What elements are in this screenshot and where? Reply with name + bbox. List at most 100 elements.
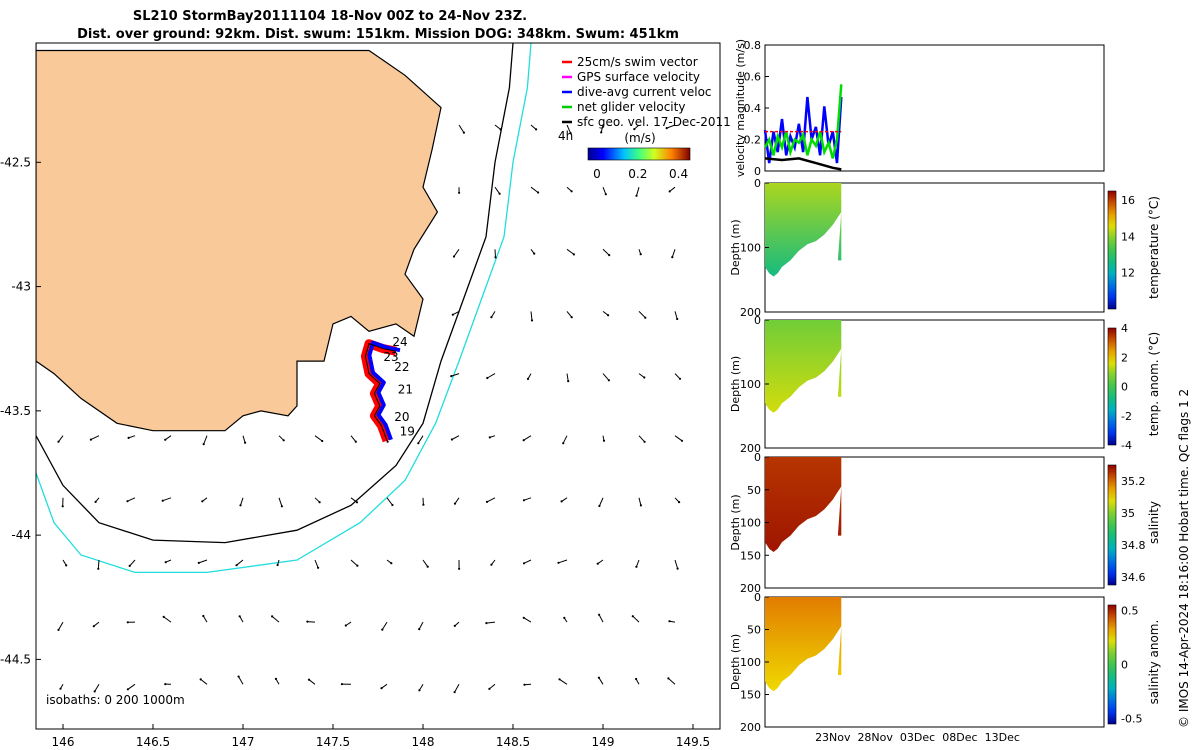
section-y-tick-label: 200 (740, 442, 761, 455)
geo-velocity-arrowhead (462, 131, 465, 134)
section-colorbar (1107, 190, 1117, 310)
geo-velocity-arrowhead (164, 438, 167, 441)
section-colorbar-label: salinity (1147, 501, 1161, 544)
section-y-tick-label: 100 (740, 517, 761, 530)
section-ylabel: Depth (m) (729, 494, 742, 550)
section-colorbar-tick: 12 (1121, 267, 1135, 280)
geo-velocity-arrow (164, 435, 172, 441)
geo-velocity-arrowhead (237, 675, 240, 678)
geo-velocity-arrowhead (453, 691, 456, 694)
geo-velocity-arrowhead (607, 379, 611, 382)
velocity-y-tick-label: 0.2 (744, 134, 762, 147)
geo-velocity-arrowhead (355, 501, 359, 504)
section-colorbar-tick: 2 (1121, 351, 1128, 364)
geo-velocity-arrowhead (307, 678, 311, 681)
geo-velocity-arrowhead (391, 503, 394, 507)
section-x-tick-label: 13Dec (985, 731, 1020, 744)
geo-velocity-arrow (418, 621, 424, 630)
map-x-tick-label: 147 (232, 735, 255, 749)
geo-velocity-arrowhead (57, 628, 60, 632)
geo-velocity-arrowhead (356, 564, 359, 567)
geo-velocity-arrowhead (490, 316, 493, 319)
geo-velocity-arrowhead (458, 191, 461, 194)
arrow-scale-label: 4h (558, 129, 573, 143)
section-y-tick-label: 200 (740, 721, 761, 734)
geo-velocity-arrow (452, 310, 460, 316)
section-y-tick-label: 0 (754, 177, 761, 190)
geo-velocity-arrowhead (572, 253, 576, 256)
geo-velocity-arrow (58, 435, 64, 443)
geo-velocity-arrowhead (426, 565, 429, 568)
day-label: 23 (383, 350, 398, 364)
colorbar-tick-label: 0.2 (628, 167, 647, 181)
geo-velocity-arrowhead (522, 499, 526, 502)
map-x-tick-label: 147.5 (316, 735, 350, 749)
map-y-tick-label: -42.5 (0, 155, 31, 169)
geo-velocity-arrow (562, 435, 568, 444)
geo-velocity-arrowhead (499, 128, 502, 131)
geo-velocity-arrowhead (676, 317, 679, 321)
geo-velocity-arrow (486, 621, 496, 624)
geo-velocity-arrow (422, 559, 429, 567)
geo-velocity-arrowhead (453, 624, 456, 628)
geo-velocity-arrowhead (569, 132, 572, 135)
geo-velocity-arrowhead (280, 505, 283, 508)
geo-velocity-arrow (128, 435, 136, 439)
geo-velocity-arrow (566, 124, 572, 134)
geo-velocity-arrowhead (344, 624, 347, 627)
geo-velocity-arrowhead (340, 683, 344, 686)
geo-velocity-arrow (350, 435, 357, 443)
geo-velocity-arrowhead (558, 678, 561, 681)
geo-velocity-arrowhead (644, 316, 647, 319)
geo-velocity-arrowhead (202, 443, 205, 446)
day-label: 20 (394, 410, 409, 424)
geo-velocity-arrow (602, 373, 610, 381)
geo-velocity-arrow (93, 621, 100, 627)
section-colorbar (1107, 327, 1117, 446)
geo-velocity-arrow (598, 677, 604, 685)
geo-velocity-arrow (271, 616, 280, 623)
geo-velocity-arrowhead (530, 319, 534, 322)
day-label: 22 (394, 360, 409, 374)
geo-velocity-arrow (674, 311, 678, 320)
section-y-tick-label: 150 (740, 549, 761, 562)
geo-velocity-arrow (127, 497, 136, 502)
glider-track-line (364, 343, 397, 441)
geo-velocity-arrowhead (535, 128, 538, 131)
geo-velocity-arrow (307, 621, 316, 623)
section-colorbar-label: salinity anom. (1147, 620, 1161, 705)
geo-velocity-arrow (97, 559, 100, 569)
geo-velocity-arrowhead (643, 440, 646, 443)
colorbar-bar (587, 147, 691, 161)
geo-velocity-arrowhead (678, 501, 681, 504)
geo-velocity-arrowhead (635, 677, 638, 681)
geo-velocity-arrow (523, 559, 532, 564)
geo-velocity-arrowhead (668, 190, 671, 193)
geo-velocity-arrowhead (235, 564, 238, 567)
section-data (765, 183, 842, 277)
velocity-y-tick-label: 0.8 (744, 39, 762, 52)
section-y-tick-label: 50 (747, 624, 761, 637)
geo-velocity-arrow (530, 186, 539, 193)
geo-velocity-arrow (523, 435, 532, 441)
credit-text: © IMOS 14-Apr-2024 18:16:00 Hobart time.… (1177, 389, 1191, 728)
geo-velocity-arrow (350, 497, 358, 503)
geo-velocity-arrow (666, 124, 676, 129)
geo-velocity-arrowhead (318, 501, 321, 504)
geo-velocity-arrowhead (59, 687, 62, 690)
geo-velocity-arrow (127, 683, 136, 690)
geo-velocity-arrowhead (598, 613, 601, 616)
section-x-tick-label: 08Dec (942, 731, 977, 744)
geo-velocity-arrowhead (522, 562, 526, 565)
geo-velocity-arrowhead (678, 377, 682, 380)
geo-velocity-arrowhead (354, 440, 357, 443)
section-data (765, 597, 842, 692)
geo-velocity-arrowhead (97, 567, 100, 570)
geo-velocity-arrow (198, 559, 208, 564)
geo-velocity-arrowhead (417, 442, 420, 445)
section-y-tick-label: 0 (754, 314, 761, 327)
velocity-ylabel: velocity magnitude (m/s) (734, 39, 747, 177)
map-y-tick-label: -43.5 (0, 404, 31, 418)
